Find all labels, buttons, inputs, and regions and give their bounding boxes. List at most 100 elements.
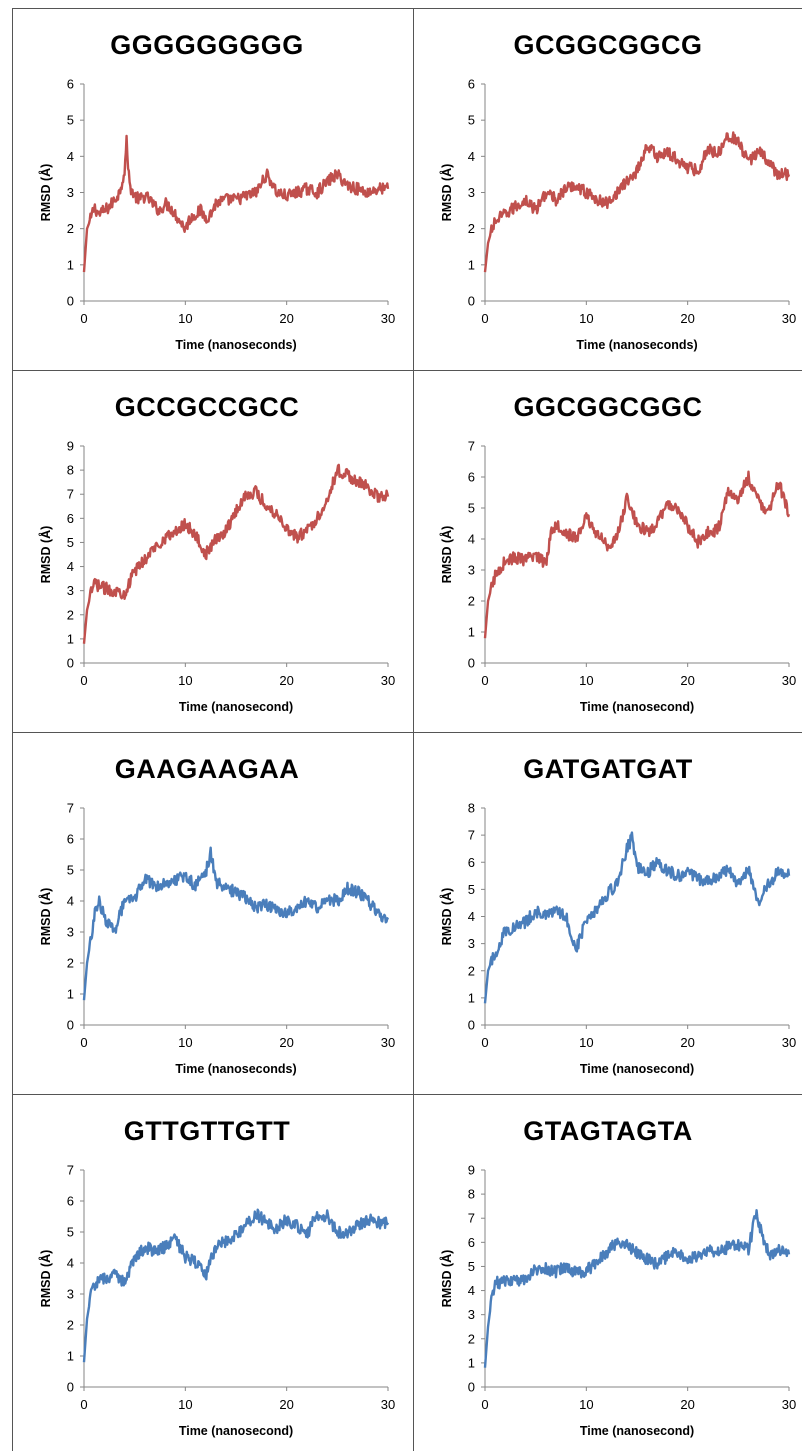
y-tick-label: 4 — [67, 149, 74, 164]
x-tick-label: 10 — [579, 1035, 593, 1050]
y-tick-label: 5 — [468, 1259, 475, 1274]
column-divider — [413, 8, 414, 1451]
y-tick-label: 8 — [468, 801, 475, 816]
chart-title: GCGGCGGCG — [513, 30, 703, 60]
x-tick-label: 20 — [279, 1035, 293, 1050]
x-tick-label: 10 — [579, 673, 593, 688]
y-tick-label: 5 — [67, 113, 74, 128]
x-tick-label: 20 — [279, 311, 293, 326]
chart-svg: 0 1 2 3 4 5 6 7 8 0 10 20 30 Time (nanosecond) RMSD (Å… — [439, 801, 796, 1077]
series-line — [82, 134, 390, 273]
y-tick-label: 4 — [67, 1256, 74, 1271]
row-divider-2 — [12, 732, 802, 733]
x-tick-label: 10 — [579, 1397, 593, 1412]
y-tick-label: 6 — [67, 1194, 74, 1209]
chart-panel-4: GGCGGCGGC 0 1 2 3 4 5 6 7 0 10 20 30 Time (nanosecond… — [413, 370, 802, 732]
chart-panel-2: GCGGCGGCG 0 1 2 3 4 5 6 0 10 20 30 Time (nanoseconds… — [413, 8, 802, 370]
y-tick-label: 3 — [468, 1307, 475, 1322]
y-axis-label: RMSD (Å) — [439, 526, 454, 584]
x-tick-label: 0 — [481, 1397, 488, 1412]
row-divider-3 — [12, 1094, 802, 1095]
y-tick-label: 7 — [468, 439, 475, 454]
y-tick-label: 5 — [67, 1225, 74, 1240]
y-tick-label: 0 — [67, 1380, 74, 1395]
y-tick-label: 9 — [468, 1163, 475, 1178]
y-tick-label: 2 — [468, 594, 475, 609]
chart-panel-6: GATGATGAT 0 1 2 3 4 5 6 7 8 0 10 20 30 Time (nanosecon… — [413, 732, 802, 1094]
y-axis-label: RMSD (Å) — [439, 888, 454, 946]
y-tick-label: 0 — [67, 294, 74, 309]
chart-title: GAAGAAGAA — [114, 754, 300, 784]
x-tick-label: 20 — [680, 1035, 694, 1050]
x-tick-label: 10 — [178, 673, 192, 688]
y-tick-label: 5 — [67, 863, 74, 878]
x-tick-label: 20 — [680, 1397, 694, 1412]
x-tick-label: 10 — [178, 311, 192, 326]
y-tick-label: 2 — [468, 1331, 475, 1346]
chart-panel-3: GCCGCCGCC 0 1 2 3 4 5 6 7 8 9 0 10 20 30 Time (nanoseco… — [12, 370, 402, 732]
chart-title: GTTGTTGTT — [123, 1116, 291, 1146]
y-tick-label: 2 — [67, 221, 74, 236]
y-axis-label: RMSD (Å) — [38, 164, 53, 222]
y-tick-label: 0 — [468, 1018, 475, 1033]
x-tick-label: 30 — [782, 1397, 796, 1412]
series-line — [483, 831, 791, 1004]
chart-title: GTAGTAGTA — [523, 1116, 693, 1146]
y-tick-label: 7 — [67, 487, 74, 502]
x-tick-label: 20 — [680, 673, 694, 688]
y-axis-label: RMSD (Å) — [38, 888, 53, 946]
y-tick-label: 4 — [468, 532, 475, 547]
y-tick-label: 7 — [468, 1211, 475, 1226]
chart-panel-1: GGGGGGGGG 0 1 2 3 4 5 6 0 10 20 30 Time (nanoseconds… — [12, 8, 402, 370]
y-axis-label: RMSD (Å) — [439, 164, 454, 222]
x-tick-label: 10 — [178, 1397, 192, 1412]
series-line — [82, 1208, 390, 1363]
y-tick-label: 7 — [67, 801, 74, 816]
y-tick-label: 1 — [67, 987, 74, 1002]
y-tick-label: 0 — [468, 1380, 475, 1395]
chart-panel-5: GAAGAAGAA 0 1 2 3 4 5 6 7 0 10 20 30 Time (nanosecond… — [12, 732, 402, 1094]
y-tick-label: 8 — [468, 1187, 475, 1202]
y-tick-label: 3 — [468, 936, 475, 951]
row-divider-1 — [12, 370, 802, 371]
x-tick-label: 10 — [178, 1035, 192, 1050]
x-tick-label: 0 — [481, 311, 488, 326]
y-tick-label: 1 — [67, 1349, 74, 1364]
x-axis-label: Time (nanosecond) — [580, 700, 694, 714]
chart-title: GCCGCCGCC — [114, 392, 300, 422]
chart-svg: 0 1 2 3 4 5 6 7 0 10 20 30 Time (nanosecond) RMSD (Å) — [38, 1163, 395, 1439]
y-tick-label: 1 — [67, 631, 74, 646]
x-tick-label: 30 — [381, 673, 395, 688]
y-tick-label: 6 — [67, 832, 74, 847]
x-tick-label: 0 — [80, 1397, 87, 1412]
y-tick-label: 4 — [67, 894, 74, 909]
x-axis-label: Time (nanosecond) — [179, 1424, 293, 1438]
x-axis-label: Time (nanoseconds) — [175, 338, 296, 352]
x-tick-label: 30 — [381, 1035, 395, 1050]
y-tick-label: 1 — [468, 625, 475, 640]
outer-border-left — [12, 8, 13, 1451]
y-tick-label: 6 — [468, 1235, 475, 1250]
y-tick-label: 1 — [67, 257, 74, 272]
y-tick-label: 6 — [468, 855, 475, 870]
y-tick-label: 1 — [468, 257, 475, 272]
y-tick-label: 8 — [67, 463, 74, 478]
y-tick-label: 4 — [67, 559, 74, 574]
x-tick-label: 30 — [782, 311, 796, 326]
chart-svg: 0 1 2 3 4 5 6 7 8 9 0 10 20 30 Time (nanosecond) RMSD (… — [439, 1163, 796, 1439]
chart-title: GATGATGAT — [523, 754, 693, 784]
y-tick-label: 2 — [67, 607, 74, 622]
x-tick-label: 0 — [481, 1035, 488, 1050]
y-tick-label: 4 — [468, 149, 475, 164]
x-tick-label: 0 — [80, 311, 87, 326]
chart-svg: 0 1 2 3 4 5 6 7 0 10 20 30 Time (nanoseconds) RMSD (Å… — [38, 801, 395, 1077]
x-axis-label: Time (nanoseconds) — [576, 338, 697, 352]
y-tick-label: 2 — [468, 221, 475, 236]
chart-title: GGCGGCGGC — [513, 392, 703, 422]
y-tick-label: 3 — [67, 925, 74, 940]
y-tick-label: 6 — [67, 511, 74, 526]
y-axis-label: RMSD (Å) — [38, 526, 53, 584]
x-tick-label: 30 — [782, 1035, 796, 1050]
series-line — [82, 846, 390, 1001]
